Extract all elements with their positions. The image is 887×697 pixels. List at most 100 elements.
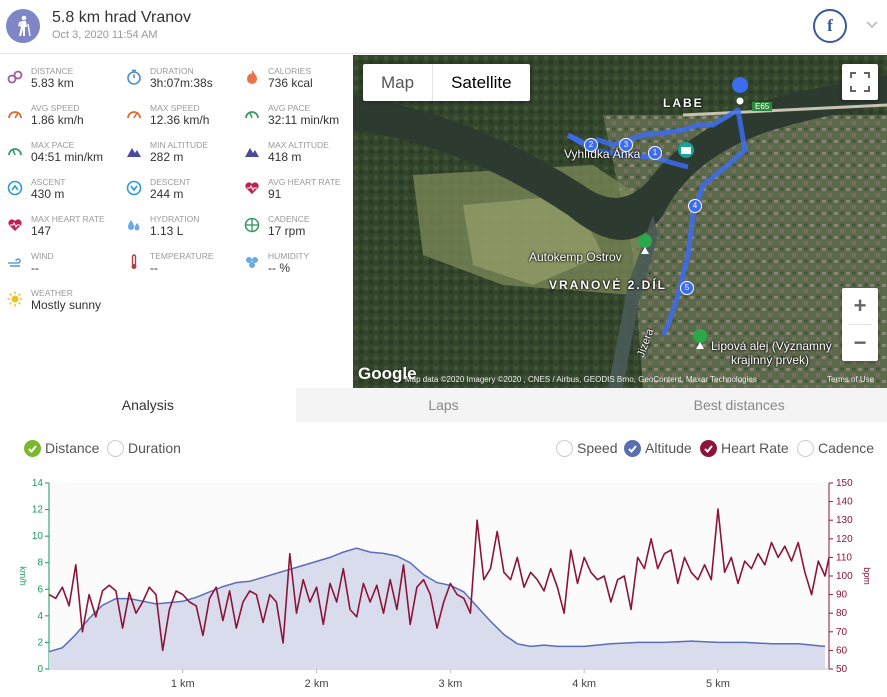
stat-label: MIN ALTITUDE <box>150 140 208 150</box>
left-axis-tick-label: 14 <box>32 478 44 489</box>
zoom-out-button[interactable]: − <box>853 330 867 355</box>
tab-best-distances[interactable]: Best distances <box>693 397 785 413</box>
stat-value: 04:51 min/km <box>31 150 104 164</box>
stat-label: HYDRATION <box>150 214 200 224</box>
left-axis-label: km/h <box>18 566 28 586</box>
left-axis-tick-label: 10 <box>32 531 44 542</box>
facebook-share-button[interactable]: f <box>813 9 847 43</box>
activity-title: 5.8 km hrad Vranov <box>52 9 192 26</box>
stat-duration: DURATION 3h:07m:38s <box>119 55 237 92</box>
stat-humidity: HUMIDITY -- % <box>237 240 355 277</box>
route-lap-marker[interactable]: 4 <box>688 199 702 213</box>
green-poi-pin-icon <box>693 329 708 360</box>
stat-value: 3h:07m:38s <box>150 76 213 90</box>
stat-value: 32:11 min/km <box>268 113 340 127</box>
left-axis-tick-label: 4 <box>37 611 43 622</box>
zoom-in-button[interactable]: + <box>853 293 867 318</box>
stat-label: CALORIES <box>268 66 311 76</box>
right-axis-tick-label: 60 <box>836 645 848 656</box>
stat-calories: CALORIES 736 kcal <box>237 55 355 92</box>
stat-label: MAX ALTITUDE <box>268 140 329 150</box>
map-type-map-button[interactable]: Map <box>363 64 434 101</box>
stat-value: 1.86 km/h <box>31 113 84 127</box>
pace-icon <box>8 148 22 156</box>
stat-label: DISTANCE <box>31 66 74 76</box>
toggle-label: Heart Rate <box>721 440 789 456</box>
stat-distance: DISTANCE 5.83 km <box>0 55 118 92</box>
speedometer-icon <box>8 111 22 119</box>
pace-icon <box>245 111 259 119</box>
altitude-area <box>49 548 825 669</box>
stat-avg-heart-rate: AVG HEART RATE 91 <box>237 166 355 203</box>
stat-label: AVG SPEED <box>31 103 80 113</box>
map-road-label: E65 <box>752 102 773 111</box>
toggle-distance[interactable]: Distance <box>24 437 99 459</box>
activity-date: Oct 3, 2020 11:54 AM <box>52 29 158 41</box>
right-axis-tick-label: 70 <box>836 627 848 638</box>
route-lap-marker[interactable]: 3 <box>619 138 633 152</box>
checked-circle-icon <box>24 439 41 457</box>
speedometer-icon <box>127 111 141 119</box>
chevron-down-icon[interactable] <box>864 16 880 32</box>
stat-label: MAX SPEED <box>150 103 200 113</box>
fullscreen-button[interactable] <box>842 64 878 100</box>
stat-value: 12.36 km/h <box>150 113 210 127</box>
fullscreen-icon <box>850 72 870 92</box>
left-axis-tick-label: 6 <box>37 584 43 595</box>
route-lap-marker[interactable]: 5 <box>680 281 694 295</box>
satellite-imagery <box>353 55 887 388</box>
humidity-icon <box>246 257 258 268</box>
toggle-duration[interactable]: Duration <box>107 437 181 459</box>
stat-ascent: ASCENT 430 m <box>0 166 118 203</box>
toggle-speed[interactable]: Speed <box>556 437 617 459</box>
stat-avg-speed: AVG SPEED 1.86 km/h <box>0 92 118 129</box>
stat-weather: WEATHER Mostly sunny <box>0 277 118 314</box>
stat-max-altitude: MAX ALTITUDE 418 m <box>237 129 355 166</box>
left-axis-tick-label: 2 <box>37 637 43 648</box>
camera-poi-icon <box>678 142 694 158</box>
map-place-label: Autokemp Ostrov <box>529 250 622 264</box>
toggle-altitude[interactable]: Altitude <box>624 437 692 459</box>
sun-icon <box>7 291 23 307</box>
x-axis-tick-label: 3 km <box>438 678 462 690</box>
map-place-label: LABE <box>663 96 704 110</box>
map-place-label: VRANOVÉ 2.DÍL <box>549 278 668 292</box>
right-axis-tick-label: 50 <box>836 664 848 675</box>
stat-label: CADENCE <box>268 214 310 224</box>
stat-value: 418 m <box>268 150 302 164</box>
route-lap-marker[interactable]: 1 <box>648 146 662 160</box>
right-axis-label: bpm <box>862 567 872 585</box>
ascent-icon <box>7 180 23 196</box>
terms-of-use-link[interactable]: Terms of Use <box>827 375 875 384</box>
descent-icon <box>126 180 142 196</box>
unchecked-circle-icon <box>797 439 814 457</box>
route-lap-marker[interactable]: 2 <box>584 138 598 152</box>
flame-icon <box>247 70 257 84</box>
stat-avg-pace: AVG PACE 32:11 min/km <box>237 92 355 129</box>
tab-laps[interactable]: Laps <box>428 397 459 413</box>
stat-descent: DESCENT 244 m <box>119 166 237 203</box>
map-type-satellite-button[interactable]: Satellite <box>451 73 512 92</box>
wind-icon <box>8 258 21 267</box>
stat-value: 91 <box>268 187 282 201</box>
tab-analysis[interactable]: Analysis <box>0 388 296 422</box>
toggle-label: Distance <box>45 440 100 456</box>
mountain-icon <box>127 148 141 157</box>
stat-label: WEATHER <box>31 288 73 298</box>
map-place-label: krajinný prvek) <box>731 353 810 367</box>
heart-icon <box>245 182 259 194</box>
stat-value: Mostly sunny <box>31 298 102 312</box>
unchecked-circle-icon <box>107 439 124 457</box>
start-pin-icon <box>732 77 749 112</box>
left-axis-tick-label: 8 <box>37 558 43 569</box>
left-axis-tick-label: 0 <box>37 664 43 675</box>
stat-value: 1.13 L <box>150 224 184 238</box>
route-map[interactable]: Map Satellite LABE E65 Vyhlídka Ánka Aut… <box>353 55 887 388</box>
stat-min-altitude: MIN ALTITUDE 282 m <box>119 129 237 166</box>
stat-label: AVG HEART RATE <box>268 177 341 187</box>
toggle-cadence[interactable]: Cadence <box>797 437 874 459</box>
map-attribution: Map data ©2020 Imagery ©2020 , CNES / Ai… <box>405 375 757 384</box>
toggle-label: Cadence <box>818 440 875 456</box>
cadence-icon <box>244 217 260 233</box>
toggle-heart-rate[interactable]: Heart Rate <box>700 437 789 459</box>
